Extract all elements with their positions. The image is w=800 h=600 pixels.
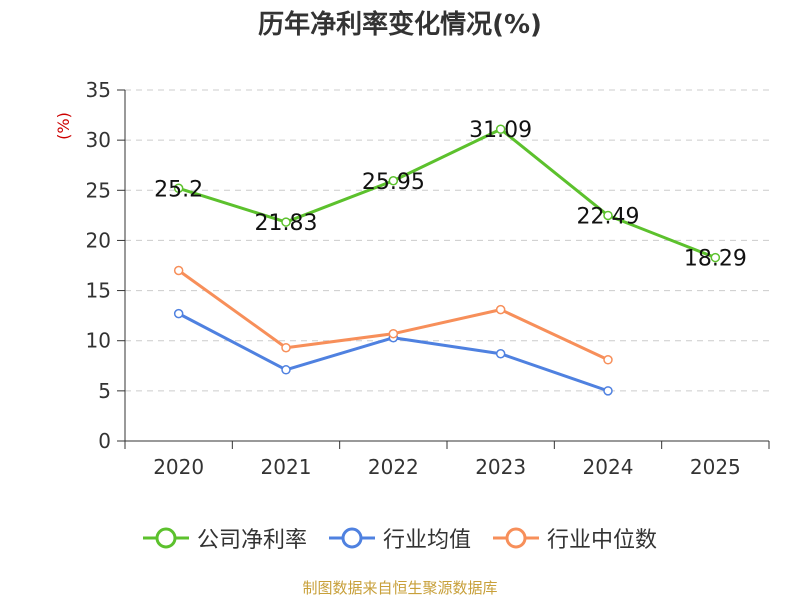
data-point: [281, 342, 291, 353]
series-line-1: [177, 312, 609, 393]
data-point: [495, 124, 506, 134]
legend-label-industry-median: 行业中位数: [547, 528, 658, 553]
data-point: [603, 386, 613, 396]
chart-title: 历年净利率变化情况(%): [258, 10, 542, 40]
data-label: 25.2: [154, 177, 203, 202]
y-axis-label: (%): [54, 112, 73, 140]
data-point: [603, 355, 613, 365]
data-point: [710, 252, 721, 263]
legend-line-marker-icon: [493, 527, 539, 549]
y-tick-label: 15: [86, 279, 111, 303]
data-point: [173, 183, 184, 194]
data-point: [495, 304, 506, 315]
y-tick-label: 25: [86, 178, 111, 202]
data-point: [173, 308, 184, 319]
x-tick-label: 2024: [583, 455, 634, 479]
legend-label-company: 公司净利率: [196, 528, 307, 553]
series-line-0: [178, 127, 716, 259]
data-point: [603, 210, 613, 221]
data-source-note: 制图数据来自恒生聚源数据库: [302, 579, 498, 597]
chart-legend: 公司净利率 行业均值 行业中位数: [0, 518, 800, 558]
x-tick-label: 2021: [261, 455, 312, 479]
legend-item-industry-median[interactable]: 行业中位数: [493, 522, 657, 554]
legend-line-marker-icon: [328, 527, 375, 549]
data-point: [388, 328, 399, 339]
y-tick-label: 20: [86, 228, 111, 252]
y-tick-label: 30: [86, 128, 111, 152]
grid-lines: [125, 89, 769, 392]
x-tick-label: 2022: [368, 455, 419, 479]
x-tick-label: 2023: [475, 455, 526, 479]
x-tick-label: 2025: [690, 455, 741, 479]
data-label: 25.95: [362, 170, 425, 195]
series-lines: [173, 124, 721, 396]
data-point: [281, 365, 291, 375]
data-label: 21.83: [255, 211, 318, 236]
data-label: 18.29: [684, 247, 747, 272]
y-tick-label: 0: [98, 429, 111, 453]
data-point: [281, 217, 291, 227]
y-tick-label: 5: [98, 379, 111, 403]
legend-item-industry-mean[interactable]: 行业均值: [328, 522, 471, 554]
data-point: [173, 265, 184, 276]
data-label: 22.49: [577, 204, 640, 229]
data-point: [388, 176, 399, 186]
legend-label-industry-mean: 行业均值: [382, 528, 471, 553]
y-tick-label: 10: [86, 329, 111, 353]
y-tick-label: 35: [86, 78, 111, 102]
data-labels: 25.2 21.83 25.95 31.09 22.49 18.29: [154, 118, 747, 271]
x-tick-label: 2020: [153, 455, 204, 479]
data-point: [495, 349, 506, 359]
legend-item-company[interactable]: 公司净利率: [142, 522, 307, 554]
data-label: 31.09: [469, 118, 532, 143]
legend-line-marker-icon: [142, 527, 189, 549]
